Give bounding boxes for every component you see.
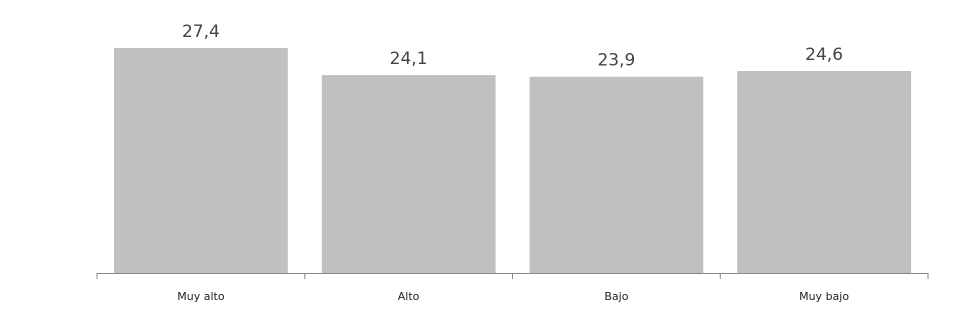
bar-value-label: 24,6 bbox=[805, 45, 843, 65]
bar-muy-bajo bbox=[737, 71, 912, 273]
x-axis bbox=[96, 273, 929, 279]
x-tick-label: Muy alto bbox=[177, 290, 225, 303]
x-tick-labels-group: Muy alto Alto Bajo Muy bajo bbox=[177, 290, 849, 303]
bar-value-label: 23,9 bbox=[597, 51, 635, 71]
x-tick-label: Alto bbox=[398, 290, 420, 303]
bars-group bbox=[114, 48, 912, 273]
x-tick-label: Bajo bbox=[604, 290, 628, 303]
bar-value-label: 24,1 bbox=[390, 49, 428, 69]
x-tick-label: Muy bajo bbox=[799, 290, 849, 303]
bar-bajo bbox=[529, 76, 704, 273]
bar-value-label: 27,4 bbox=[182, 22, 220, 42]
bar-muy-alto bbox=[114, 48, 288, 273]
bar-alto bbox=[321, 75, 496, 273]
value-labels-group: 27,4 24,1 23,9 24,6 bbox=[182, 22, 843, 71]
